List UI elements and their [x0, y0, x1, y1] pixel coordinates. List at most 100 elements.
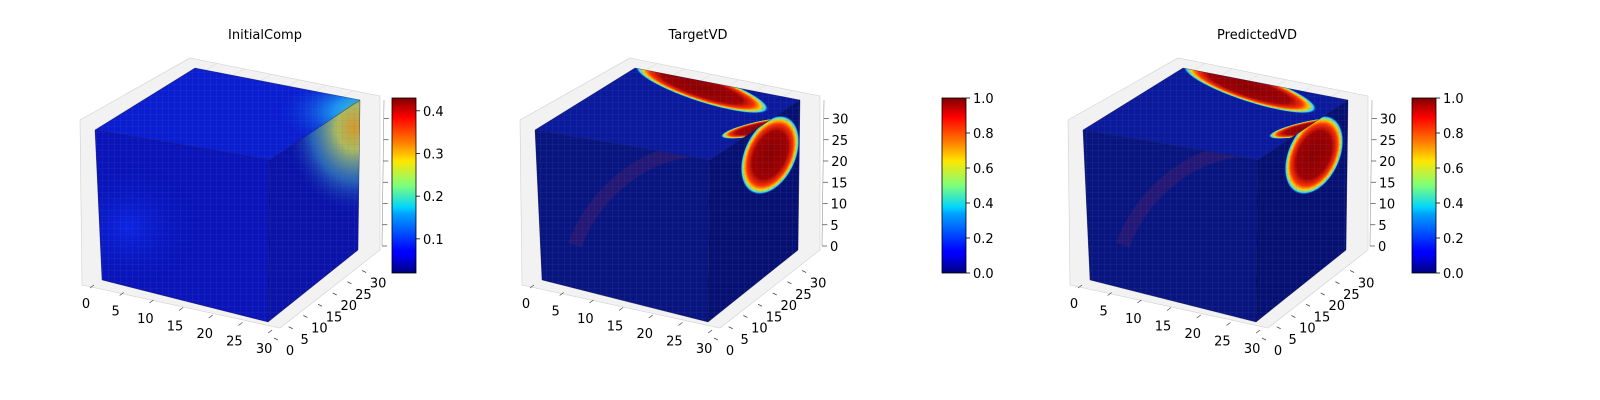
y-tick-label: 5 — [301, 333, 309, 348]
cube-edge — [707, 159, 711, 323]
z-tick-label: 5 — [830, 219, 838, 234]
y-tick-mark — [772, 292, 777, 296]
z-tick-label: 15 — [831, 176, 848, 191]
y-tick-mark — [713, 337, 719, 341]
x-tick-mark — [1166, 307, 1172, 311]
colorbar-tick-label: 0.4 — [423, 105, 444, 120]
x-tick-mark — [178, 307, 184, 311]
colorbar-tick-label: 1.0 — [973, 92, 994, 107]
y-tick-mark — [273, 337, 279, 341]
cube-edge — [101, 279, 269, 323]
cube-edge — [634, 67, 801, 101]
z-tick-label: 25 — [832, 134, 849, 149]
cube-edge — [707, 249, 799, 323]
colorbar-tick-label: 0.3 — [423, 147, 444, 162]
panel-title: TargetVD — [667, 28, 727, 43]
y-tick-mark — [332, 292, 337, 296]
cube-edge — [797, 99, 801, 251]
x-tick-mark — [1137, 299, 1142, 304]
y-tick-label: 10 — [311, 322, 328, 337]
y-tick-label: 20 — [780, 299, 797, 314]
x-tick-label: 5 — [552, 305, 560, 320]
z-tick-label: 10 — [831, 198, 848, 213]
colorbar-tick-label: 0.2 — [423, 190, 444, 205]
colorbar: 0.0 0.2 0.4 0.6 0.8 1.0 — [1411, 92, 1464, 282]
x-tick-label: 25 — [666, 335, 683, 350]
x-tick-mark — [1107, 292, 1112, 296]
z-tick-label: 0 — [1378, 240, 1386, 255]
y-tick-label: 20 — [340, 299, 357, 314]
colorbar-gradient — [391, 97, 417, 274]
y-tick-mark — [1261, 337, 1267, 341]
colorbar-tick-label: 0.2 — [1443, 232, 1464, 247]
colorbar: 0.1 0.2 0.3 0.4 — [391, 97, 444, 274]
z-tick-label: 30 — [832, 113, 849, 128]
x-tick-mark — [559, 292, 564, 296]
y-tick-mark — [787, 281, 792, 285]
x-axis: 0 5 10 15 20 25 30 — [1070, 284, 1261, 357]
x-tick-mark — [208, 314, 213, 319]
cube-edge — [1182, 67, 1349, 101]
y-tick-label: 30 — [810, 277, 827, 292]
colorbar-tick-label: 0.8 — [973, 127, 994, 142]
y-tick-mark — [743, 315, 748, 318]
x-tick-mark — [707, 329, 713, 334]
colorbar-tick-label: 0.0 — [1443, 267, 1464, 282]
y-tick-label: 20 — [1328, 299, 1345, 314]
z-tick-label: 0 — [830, 240, 838, 255]
y-tick-mark — [801, 270, 807, 273]
y-tick-mark — [317, 303, 323, 307]
x-tick-mark — [529, 284, 535, 289]
colorbar-tick-label: 0.0 — [973, 267, 994, 282]
y-tick-label: 0 — [726, 344, 734, 359]
x-tick-mark — [618, 307, 624, 311]
y-tick-label: 10 — [751, 322, 768, 337]
cube-edge — [1257, 99, 1349, 161]
y-tick-mark — [347, 281, 352, 285]
y-tick-label: 15 — [766, 310, 783, 325]
x-tick-label: 10 — [137, 312, 154, 327]
x-tick-mark — [1255, 329, 1261, 334]
colorbar-gradient — [1411, 97, 1437, 274]
cube-edge — [267, 249, 359, 323]
y-tick-label: 0 — [1274, 344, 1282, 359]
y-tick-label: 15 — [1314, 310, 1331, 325]
x-tick-label: 0 — [1070, 297, 1078, 312]
x-tick-mark — [589, 299, 594, 304]
x-tick-mark — [149, 299, 154, 304]
y-tick-label: 5 — [741, 333, 749, 348]
colorbar-tick-label: 0.6 — [973, 162, 994, 177]
colorbar-tick-label: 0.6 — [1443, 162, 1464, 177]
x-tick-label: 20 — [196, 327, 213, 342]
colorbar-gradient — [941, 97, 967, 274]
x-tick-mark — [119, 292, 124, 296]
z-tick-label: 15 — [1379, 176, 1396, 191]
x-tick-label: 0 — [522, 297, 530, 312]
z-axis-line — [381, 99, 385, 247]
y-tick-label: 25 — [1343, 288, 1360, 303]
y-tick-mark — [1291, 315, 1296, 318]
z-axis: 0 5 10 15 20 25 30 — [1369, 99, 1396, 255]
x-tick-mark — [1077, 284, 1083, 289]
z-axis — [381, 99, 389, 247]
y-tick-mark — [1305, 303, 1311, 307]
y-tick-label: 25 — [795, 288, 812, 303]
panel-title: InitialComp — [228, 28, 302, 43]
cube-edge — [94, 129, 271, 161]
cube-edge — [534, 67, 636, 131]
x-tick-mark — [1196, 314, 1201, 319]
colorbar-tick-label: 1.0 — [1443, 92, 1464, 107]
y-tick-mark — [303, 315, 308, 318]
x-tick-label: 20 — [636, 327, 653, 342]
y-tick-label: 10 — [1299, 322, 1316, 337]
z-axis-line — [821, 99, 825, 247]
z-tick-label: 10 — [1379, 198, 1396, 213]
cube-edge — [194, 67, 361, 101]
cube-edge — [357, 99, 361, 251]
cube-edge — [94, 67, 196, 131]
cube-edge — [534, 129, 711, 161]
